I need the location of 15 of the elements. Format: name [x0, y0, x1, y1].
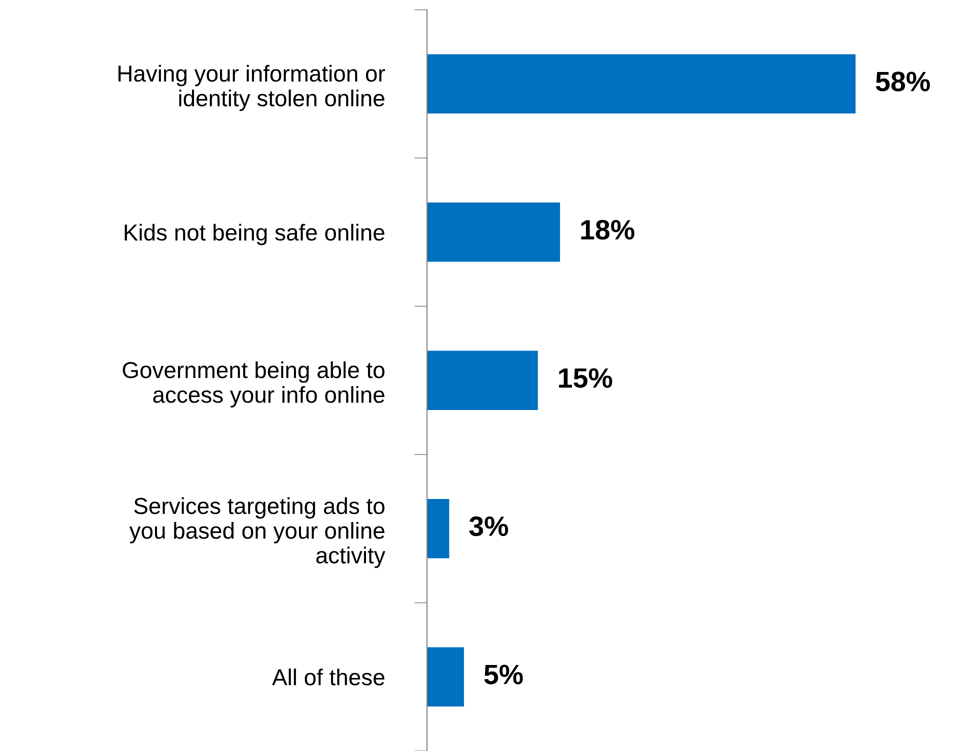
bar	[427, 54, 856, 114]
y-tick-label: Government being able to access your info online	[122, 361, 384, 408]
data-label: 5%	[484, 664, 523, 684]
bar	[427, 647, 464, 707]
y-tick-label: Services targeting ads to you based on your online activity	[129, 497, 386, 568]
data-label: 18%	[581, 220, 634, 240]
bar	[427, 350, 538, 410]
y-tick-label: Kids not being safe online	[124, 224, 384, 246]
y-tick-label: All of these	[272, 668, 384, 686]
data-label: 58%	[876, 72, 930, 92]
data-label: 3%	[469, 516, 508, 536]
y-tick-label: Having your information or identity stolen online	[118, 64, 385, 111]
bar	[427, 498, 450, 558]
bar	[427, 202, 560, 262]
data-label: 15%	[559, 368, 612, 388]
